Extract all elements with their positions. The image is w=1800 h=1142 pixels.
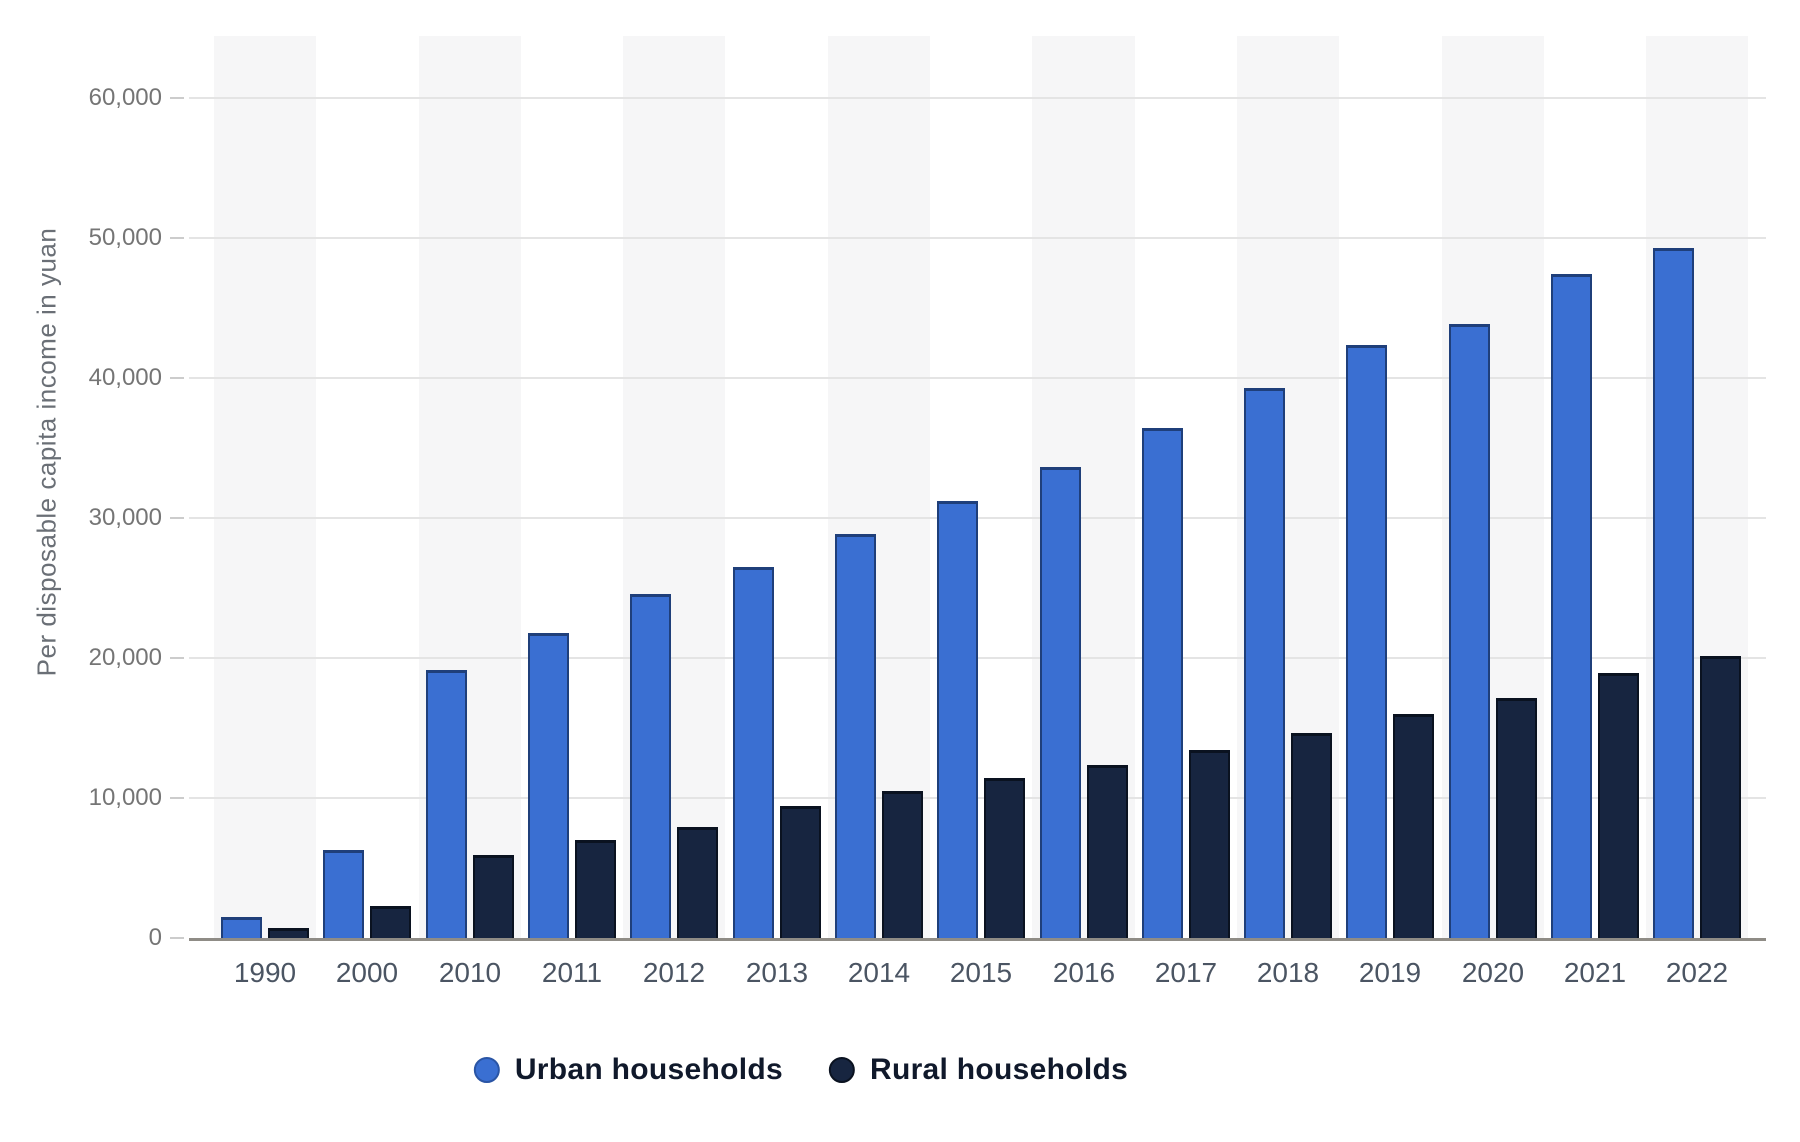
y-tick-label-50,000: 50,000 bbox=[88, 224, 162, 251]
x-tick-label-2019: 2019 bbox=[1358, 957, 1422, 988]
y-tick-label-40,000: 40,000 bbox=[88, 364, 162, 391]
bar-rural-2012[interactable] bbox=[677, 827, 718, 938]
bar-rural-2010[interactable] bbox=[473, 855, 514, 938]
legend-marker-rural-icon bbox=[828, 1057, 855, 1083]
x-tick-label-2018: 2018 bbox=[1256, 957, 1320, 988]
bar-urban-2015[interactable] bbox=[937, 501, 978, 938]
bar-rural-2015[interactable] bbox=[984, 778, 1025, 938]
bar-urban-2010[interactable] bbox=[426, 670, 467, 938]
bar-rural-2013[interactable] bbox=[780, 806, 821, 938]
gridline-50,000 bbox=[189, 237, 1766, 239]
bar-urban-2019[interactable] bbox=[1346, 345, 1387, 938]
legend: Urban households Rural households bbox=[473, 1053, 1129, 1087]
legend-label-rural: Rural households bbox=[869, 1053, 1129, 1086]
bar-rural-2022[interactable] bbox=[1700, 656, 1741, 938]
x-tick-label-2015: 2015 bbox=[949, 957, 1013, 988]
y-axis-tick bbox=[170, 937, 184, 939]
y-axis-tick bbox=[170, 797, 184, 799]
y-tick-label-20,000: 20,000 bbox=[88, 644, 162, 671]
gridline-40,000 bbox=[189, 377, 1766, 379]
x-tick-label-2011: 2011 bbox=[541, 957, 603, 988]
x-tick-label-2000: 2000 bbox=[335, 957, 399, 988]
bar-urban-2022[interactable] bbox=[1653, 248, 1694, 938]
x-tick-label-2014: 2014 bbox=[847, 957, 911, 988]
y-tick-label-0: 0 bbox=[148, 924, 162, 951]
x-tick-label-2016: 2016 bbox=[1052, 957, 1116, 988]
bar-urban-2021[interactable] bbox=[1551, 274, 1592, 938]
gridline-60,000 bbox=[189, 97, 1766, 99]
x-tick-label-2010: 2010 bbox=[438, 957, 502, 988]
bar-rural-2014[interactable] bbox=[882, 791, 923, 938]
x-tick-label-2022: 2022 bbox=[1665, 957, 1729, 988]
bar-rural-2016[interactable] bbox=[1087, 765, 1128, 938]
y-axis-tick bbox=[170, 237, 184, 239]
bar-urban-2017[interactable] bbox=[1142, 428, 1183, 938]
bar-urban-1990[interactable] bbox=[221, 917, 262, 938]
x-tick-label-2013: 2013 bbox=[745, 957, 809, 988]
y-axis-tick bbox=[170, 377, 184, 379]
bar-urban-2020[interactable] bbox=[1449, 324, 1490, 938]
legend-item-rural[interactable]: Rural households bbox=[828, 1053, 1129, 1087]
y-axis-tick bbox=[170, 97, 184, 99]
bar-urban-2011[interactable] bbox=[528, 633, 569, 938]
y-axis-tick bbox=[170, 657, 184, 659]
x-tick-label-1990: 1990 bbox=[233, 957, 297, 988]
bar-rural-2011[interactable] bbox=[575, 840, 616, 938]
bar-rural-2017[interactable] bbox=[1189, 750, 1230, 938]
bar-rural-2021[interactable] bbox=[1598, 673, 1639, 938]
legend-label-urban: Urban households bbox=[514, 1053, 783, 1086]
bar-rural-2000[interactable] bbox=[370, 906, 411, 938]
bar-urban-2000[interactable] bbox=[323, 850, 364, 938]
bar-urban-2014[interactable] bbox=[835, 534, 876, 938]
background-stripe-1990 bbox=[214, 36, 317, 938]
x-tick-label-2020: 2020 bbox=[1461, 957, 1525, 988]
y-tick-label-10,000: 10,000 bbox=[88, 784, 162, 811]
bar-urban-2018[interactable] bbox=[1244, 388, 1285, 938]
legend-marker-urban-icon bbox=[473, 1057, 500, 1083]
x-tick-label-2017: 2017 bbox=[1154, 957, 1218, 988]
bar-rural-2019[interactable] bbox=[1393, 714, 1434, 938]
bar-urban-2016[interactable] bbox=[1040, 467, 1081, 938]
bar-rural-2018[interactable] bbox=[1291, 733, 1332, 938]
x-tick-label-2012: 2012 bbox=[642, 957, 706, 988]
bar-urban-2013[interactable] bbox=[733, 567, 774, 938]
bar-rural-1990[interactable] bbox=[268, 928, 309, 938]
bar-urban-2012[interactable] bbox=[630, 594, 671, 938]
y-axis-tick bbox=[170, 517, 184, 519]
y-tick-label-60,000: 60,000 bbox=[88, 84, 162, 111]
bar-rural-2020[interactable] bbox=[1496, 698, 1537, 938]
x-tick-label-2021: 2021 bbox=[1563, 957, 1627, 988]
x-axis-line bbox=[189, 938, 1766, 941]
legend-item-urban[interactable]: Urban households bbox=[473, 1053, 783, 1087]
y-axis-title: Per disposable capita income in yuan bbox=[31, 227, 62, 677]
y-tick-label-30,000: 30,000 bbox=[88, 504, 162, 531]
